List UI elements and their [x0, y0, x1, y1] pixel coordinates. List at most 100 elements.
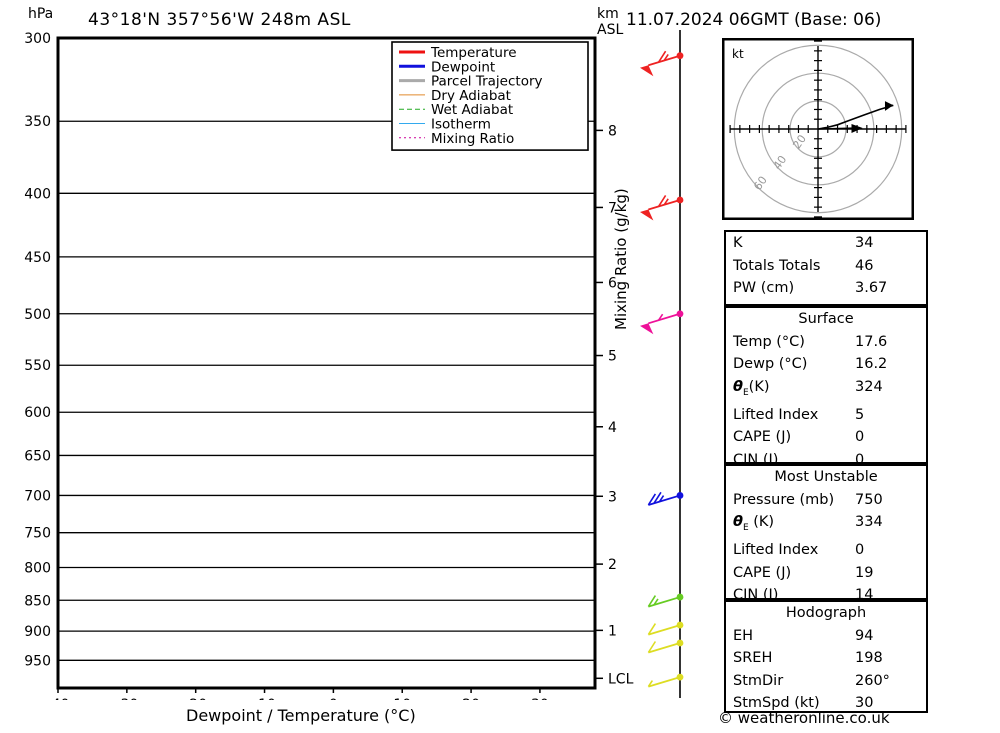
skewt-diagram: 1234681015202530035040045050055060065070…: [24, 31, 634, 700]
hodograph-stats-value: 30: [855, 695, 874, 711]
model-run-title: 11.07.2024 06GMT (Base: 06): [626, 10, 882, 30]
legend-label: Wet Adiabat: [431, 102, 513, 118]
surface-panel: Surface Temp (°C) 17.6 Dewp (°C) 16.2 θE(K) 32…: [724, 306, 928, 468]
hodograph-stats-value: 198: [855, 650, 883, 666]
surface-key: Lifted Index: [733, 406, 819, 423]
surface-key: θE(K): [733, 378, 770, 398]
surface-row: CIN (J) 0: [726, 449, 926, 472]
pressure-tick-label: 550: [24, 358, 51, 374]
height-tick-label: 7: [608, 200, 617, 216]
pressure-unit-label: hPa: [28, 6, 54, 22]
most-unstable-value: 334: [855, 514, 883, 530]
height-tick-label: 3: [608, 489, 617, 505]
most-unstable-panel: Most Unstable Pressure (mb) 750 θE (K) 334 Li…: [724, 464, 928, 603]
surface-row: Temp (°C) 17.6: [726, 331, 926, 354]
wind-barb: [647, 639, 684, 654]
temperature-tick-label: 30: [531, 697, 549, 700]
indices-row: K 34: [726, 232, 926, 255]
pressure-tick-label: 900: [24, 624, 51, 640]
hodograph-stats-row: SREH 198: [726, 647, 926, 670]
hodograph-stats-key: StmDir: [733, 672, 784, 689]
most-unstable-key: θE (K): [733, 514, 775, 533]
most-unstable-title: Most Unstable: [774, 469, 878, 485]
legend-label: Dewpoint: [431, 59, 495, 75]
wind-barb: [647, 593, 684, 608]
most-unstable-value: 19: [855, 564, 874, 581]
lcl-label: LCL: [608, 671, 634, 687]
most-unstable-key: CIN (J): [733, 587, 779, 604]
stability-indices-panel: K 34 Totals Totals 46 PW (cm) 3.67: [724, 230, 928, 306]
wind-barb: [640, 195, 684, 221]
pressure-tick-label: 800: [24, 561, 51, 577]
surface-value: 17.6: [855, 333, 888, 350]
pressure-tick-label: 700: [24, 488, 51, 504]
surface-key: CAPE (J): [733, 429, 792, 446]
most-unstable-value: 0: [855, 542, 865, 559]
hodograph-stats-key: StmSpd (kt): [733, 695, 820, 711]
temperature-tick-label: -30: [115, 697, 138, 700]
surface-key: Temp (°C): [733, 333, 805, 350]
hodograph-unit-label: kt: [732, 47, 744, 61]
height-unit-label: km: [597, 6, 619, 22]
hodograph-stats-row: EH 94: [726, 625, 926, 648]
wind-barb: [640, 310, 684, 335]
hodograph-stats-value: 94: [855, 627, 874, 644]
legend-label: Parcel Trajectory: [431, 74, 543, 90]
hodograph-stats-key: EH: [733, 627, 754, 644]
height-unit-label-2: ASL: [597, 22, 624, 38]
hodograph-stats-row: StmDir 260°: [726, 670, 926, 693]
x-axis-title: Dewpoint / Temperature (°C): [186, 706, 416, 725]
pressure-tick-label: 750: [24, 526, 51, 542]
hodograph-stats-panel: Hodograph EH 94 SREH 198 StmDir 260° StmSpd (kt…: [724, 600, 928, 713]
most-unstable-value: 14: [855, 587, 874, 604]
height-tick-label: 6: [608, 275, 617, 291]
wind-barb-column: [640, 30, 684, 698]
wind-barb: [647, 621, 684, 636]
surface-value: 0: [855, 429, 865, 446]
pressure-tick-label: 650: [24, 448, 51, 464]
hodograph-stats-key: SREH: [733, 650, 773, 666]
hodograph-trace: [817, 104, 894, 130]
height-tick-label: 8: [608, 123, 617, 139]
legend-label: Dry Adiabat: [431, 88, 511, 104]
pressure-tick-label: 850: [24, 593, 51, 609]
most-unstable-value: 750: [855, 491, 883, 508]
surface-value: 0: [855, 451, 865, 468]
pressure-tick-label: 500: [24, 307, 51, 323]
height-tick-label: 4: [608, 420, 617, 436]
indices-key: PW (cm): [733, 280, 795, 296]
temperature-tick-label: 20: [462, 697, 480, 700]
pressure-tick-label: 450: [24, 250, 51, 266]
page-title: 43°18'N 357°56'W 248m ASL: [88, 10, 351, 30]
height-tick-label: 2: [608, 557, 617, 573]
legend-label: Isotherm: [431, 117, 491, 133]
surface-key: CIN (J): [733, 451, 779, 468]
surface-key: Dewp (°C): [733, 356, 808, 372]
surface-row: Lifted Index 5: [726, 404, 926, 427]
legend-label: Temperature: [430, 45, 517, 61]
most-unstable-key: Pressure (mb): [733, 491, 835, 508]
wind-barb: [647, 491, 684, 506]
temperature-tick-label: -40: [47, 697, 70, 700]
indices-key: K: [733, 235, 743, 251]
most-unstable-row: CIN (J) 14: [726, 584, 926, 607]
most-unstable-key: Lifted Index: [733, 542, 819, 559]
surface-value: 324: [855, 378, 883, 395]
temperature-tick-label: -10: [253, 697, 276, 700]
surface-value: 5: [855, 406, 865, 423]
hodograph-stats-value: 260°: [855, 672, 890, 689]
surface-row: Dewp (°C) 16.2: [726, 353, 926, 376]
wind-barb: [640, 50, 684, 77]
surface-row: CAPE (J) 0: [726, 426, 926, 449]
most-unstable-row: Lifted Index 0: [726, 539, 926, 562]
most-unstable-key: CAPE (J): [733, 564, 792, 581]
indices-value: 34: [855, 235, 874, 251]
indices-key: Totals Totals: [733, 257, 821, 274]
hodograph-stats-title: Hodograph: [785, 605, 867, 621]
surface-value: 16.2: [855, 356, 888, 372]
wind-barb: [647, 673, 684, 688]
indices-row: PW (cm) 3.67: [726, 277, 926, 300]
indices-row: Totals Totals 46: [726, 255, 926, 278]
pressure-tick-label: 400: [24, 186, 51, 202]
copyright-notice: © weatheronline.co.uk: [718, 709, 890, 727]
